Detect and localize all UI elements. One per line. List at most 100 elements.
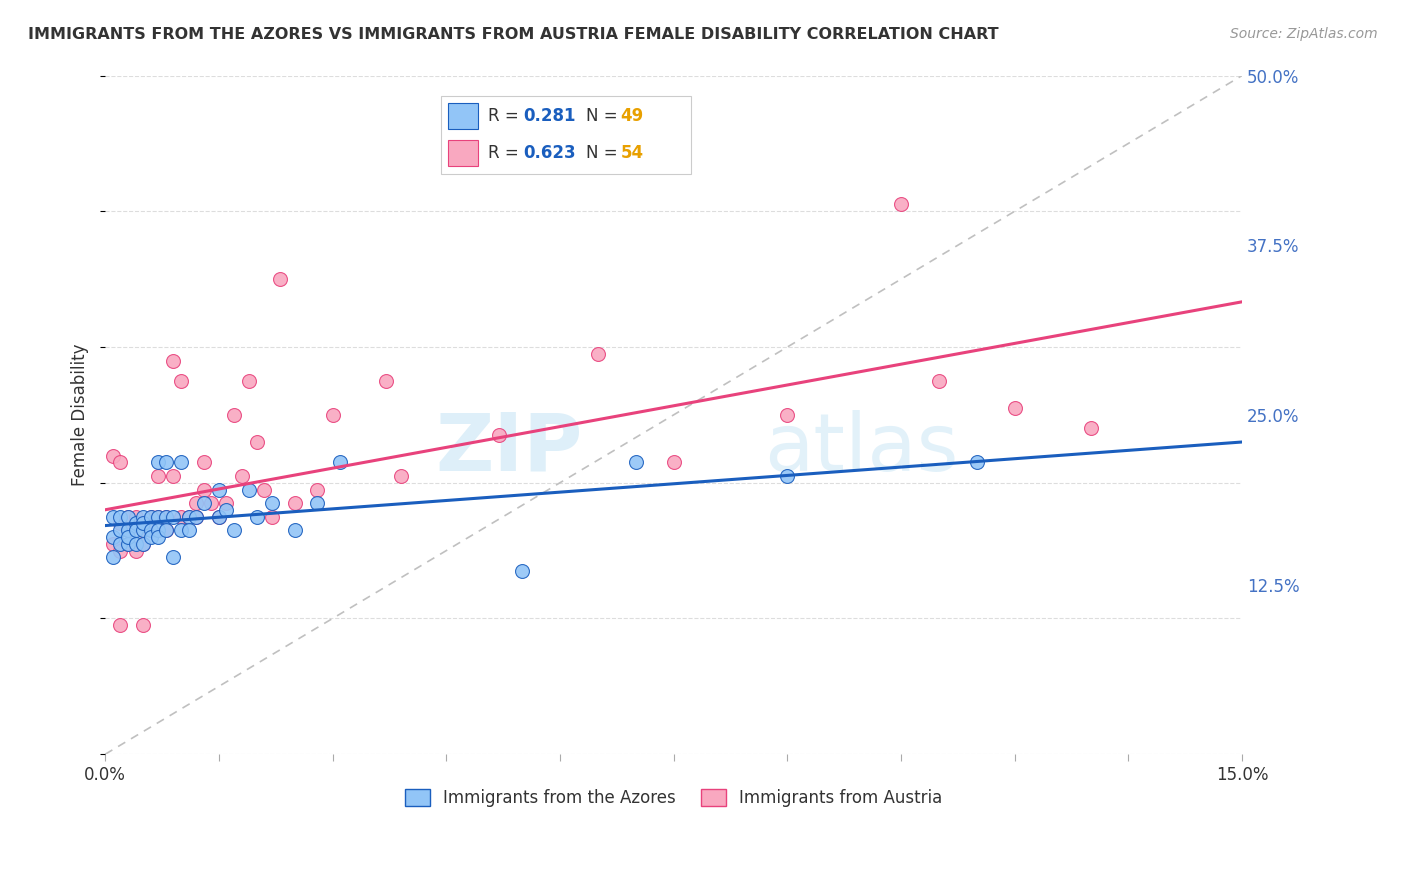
Point [117, 530, 139, 544]
Point [215, 496, 238, 510]
Point [101, 537, 124, 551]
Point [117, 537, 139, 551]
Point [155, 455, 177, 469]
Point [139, 509, 162, 524]
Point [586, 347, 609, 361]
Point [124, 537, 146, 551]
Point [170, 509, 193, 524]
Point [966, 455, 988, 469]
Point [101, 550, 124, 565]
Point [148, 469, 170, 483]
Point [170, 374, 193, 388]
Point [776, 408, 799, 422]
Point [155, 523, 177, 537]
Point [132, 523, 155, 537]
Point [222, 408, 245, 422]
Point [132, 516, 155, 531]
Text: atlas: atlas [765, 409, 959, 488]
Point [260, 509, 283, 524]
Point [329, 455, 352, 469]
Point [110, 618, 132, 632]
Point [238, 483, 260, 497]
Point [132, 537, 155, 551]
Legend: Immigrants from the Azores, Immigrants from Austria: Immigrants from the Azores, Immigrants f… [398, 782, 949, 814]
Point [110, 455, 132, 469]
Point [139, 530, 162, 544]
Y-axis label: Female Disability: Female Disability [72, 343, 89, 486]
Point [269, 272, 291, 286]
Point [389, 469, 412, 483]
Point [124, 543, 146, 558]
Point [662, 455, 685, 469]
Point [110, 537, 132, 551]
Point [155, 523, 177, 537]
Point [148, 455, 170, 469]
Point [928, 374, 950, 388]
Point [193, 455, 215, 469]
Point [124, 523, 146, 537]
Point [132, 509, 155, 524]
Point [117, 509, 139, 524]
Point [253, 483, 276, 497]
Point [193, 483, 215, 497]
Point [177, 509, 200, 524]
Point [124, 509, 146, 524]
Point [148, 530, 170, 544]
Point [117, 509, 139, 524]
Point [284, 523, 307, 537]
Point [139, 523, 162, 537]
Point [162, 353, 184, 368]
Point [186, 509, 208, 524]
Point [117, 537, 139, 551]
Point [110, 516, 132, 531]
Text: ZIP: ZIP [436, 409, 582, 488]
Point [117, 523, 139, 537]
Point [1004, 401, 1026, 415]
Point [231, 469, 253, 483]
Text: Source: ZipAtlas.com: Source: ZipAtlas.com [1230, 27, 1378, 41]
Point [132, 618, 155, 632]
Point [488, 428, 510, 442]
Point [162, 509, 184, 524]
Point [170, 523, 193, 537]
Point [200, 496, 222, 510]
Point [101, 449, 124, 463]
Point [215, 503, 238, 517]
Point [322, 408, 344, 422]
Point [238, 374, 260, 388]
Point [148, 509, 170, 524]
Point [101, 530, 124, 544]
Point [186, 496, 208, 510]
Point [132, 523, 155, 537]
Point [246, 509, 269, 524]
Point [307, 496, 329, 510]
Point [1080, 421, 1102, 435]
Point [260, 496, 283, 510]
Point [162, 469, 184, 483]
Point [208, 509, 231, 524]
Point [890, 197, 912, 211]
Point [246, 435, 269, 450]
Point [208, 483, 231, 497]
Point [155, 509, 177, 524]
Point [624, 455, 647, 469]
Point [222, 523, 245, 537]
Point [186, 509, 208, 524]
Point [110, 523, 132, 537]
Point [124, 516, 146, 531]
Point [148, 509, 170, 524]
Point [162, 550, 184, 565]
Point [177, 509, 200, 524]
Point [132, 516, 155, 531]
Point [110, 543, 132, 558]
Point [170, 455, 193, 469]
Point [139, 523, 162, 537]
Point [177, 523, 200, 537]
Point [155, 509, 177, 524]
Point [148, 523, 170, 537]
Point [510, 564, 533, 578]
Point [132, 537, 155, 551]
Point [101, 509, 124, 524]
Point [110, 509, 132, 524]
Point [307, 483, 329, 497]
